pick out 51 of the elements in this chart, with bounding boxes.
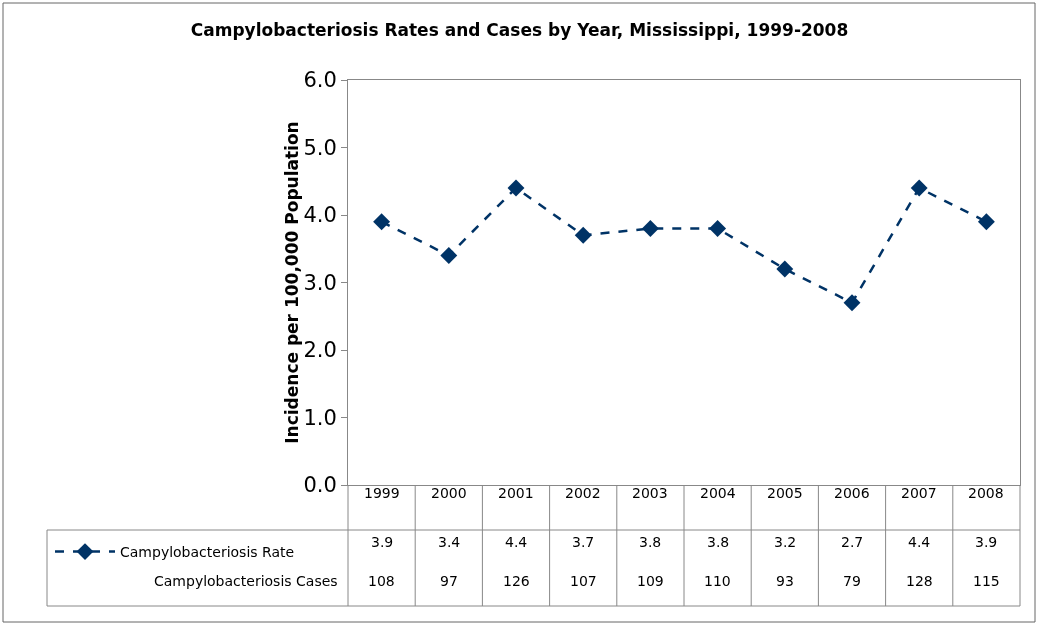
y-tick-label: 3.0: [303, 270, 337, 295]
x-tick-label: 2003: [632, 485, 668, 501]
text: 93: [776, 573, 794, 589]
point: [574, 226, 592, 244]
legend-label: Campylobacteriosis Rate: [120, 544, 295, 561]
data-label: 4.4: [505, 534, 528, 550]
data-label: 3.4: [438, 534, 461, 550]
x-tick-label: 2001: [498, 485, 534, 501]
y-tick-label: 5.0: [303, 135, 337, 160]
text: 128: [906, 573, 933, 589]
x-tick-label: 2000: [431, 485, 467, 501]
text: 126: [503, 573, 530, 589]
x-tick-label: 2006: [834, 485, 870, 501]
x-tick-label: 1999: [364, 485, 400, 501]
point: [641, 220, 659, 237]
x-tick-label: 2008: [968, 485, 1004, 501]
data-label: 3.9: [371, 534, 394, 550]
text: 108: [368, 573, 395, 589]
x-tick-label: 2002: [565, 485, 601, 501]
text: 109: [637, 573, 664, 589]
text: 115: [973, 573, 1000, 589]
y-axis-title: Incidence per 100,000 Population: [281, 121, 302, 444]
point: [709, 220, 727, 237]
x-tick-label: 2004: [700, 485, 736, 501]
text: 107: [570, 573, 597, 589]
point: [373, 213, 391, 231]
data-label: 3.2: [774, 534, 797, 550]
point: [776, 260, 794, 278]
y-tick-label: 4.0: [303, 203, 337, 228]
chart-title: Campylobacteriosis Rates and Cases by Year, Mississippi, 1999-2008: [190, 19, 849, 40]
y-tick-label: 2.0: [303, 338, 337, 363]
x-tick-label: 2005: [767, 485, 803, 501]
data-label: 4.4: [908, 534, 931, 550]
point: [977, 213, 995, 231]
text: 79: [843, 573, 861, 589]
point: [910, 179, 928, 197]
y-tick-label: 1.0: [303, 405, 337, 430]
point: [843, 294, 861, 312]
point: [440, 247, 458, 264]
data-label: 3.8: [639, 534, 662, 550]
point: [507, 179, 525, 197]
data-label: 3.7: [572, 534, 595, 550]
data-label: 3.9: [975, 534, 998, 550]
y-tick-label: 6.0: [303, 68, 337, 93]
data-label: 3.8: [707, 534, 730, 550]
y-tick-label: 0.0: [303, 473, 337, 498]
text: 110: [704, 573, 731, 589]
text: 97: [440, 573, 458, 589]
text: Campylobacteriosis Cases: [154, 573, 338, 589]
x-tick-label: 2007: [901, 485, 937, 501]
data-label: 2.7: [841, 534, 864, 550]
